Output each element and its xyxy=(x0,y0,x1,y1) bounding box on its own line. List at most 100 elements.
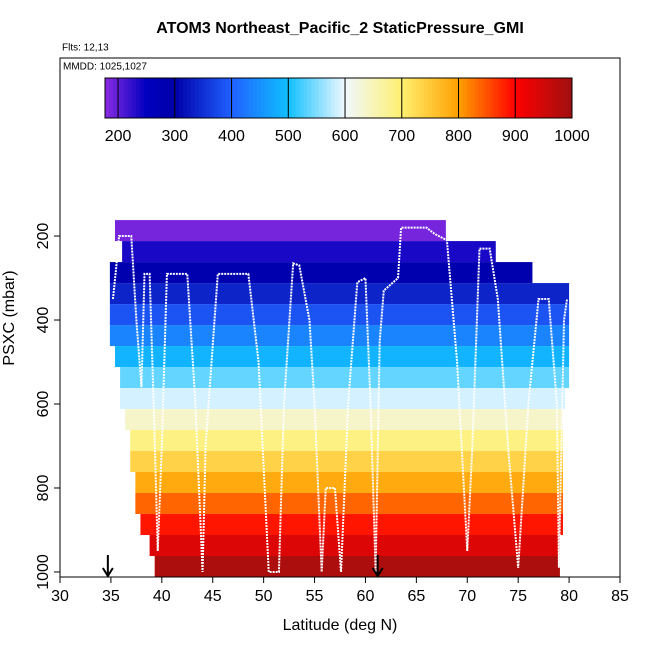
x-tick-label: 80 xyxy=(560,588,578,605)
colorbar-tick-label: 400 xyxy=(218,128,245,145)
x-tick-label: 85 xyxy=(611,588,629,605)
colorbar-swatch xyxy=(237,78,242,118)
colorbar-swatch xyxy=(147,78,153,118)
colorbar-swatch xyxy=(272,78,277,118)
colorbar-swatch xyxy=(455,78,460,118)
colorbar-swatch xyxy=(420,78,425,118)
colorbar-swatch xyxy=(295,78,301,118)
y-tick-label: 800 xyxy=(35,475,52,502)
y-tick-label: 400 xyxy=(35,307,52,334)
colorbar-swatch xyxy=(128,78,133,118)
arrow-head xyxy=(371,567,384,578)
curtain-cell xyxy=(109,262,533,284)
colorbar-swatch xyxy=(498,78,503,118)
colorbar-swatch xyxy=(396,78,402,118)
colorbar-swatch xyxy=(365,78,371,118)
curtain-cell xyxy=(135,493,563,515)
colorbar-swatch xyxy=(509,78,515,118)
colorbar-swatch xyxy=(299,78,304,118)
colorbar-swatch xyxy=(307,78,312,118)
colorbar-swatch xyxy=(221,78,227,118)
colorbar-swatch xyxy=(120,78,125,118)
colorbar-swatch xyxy=(428,78,433,118)
colorbar-swatch xyxy=(552,78,557,118)
plot-frame xyxy=(59,57,621,578)
colorbar-swatch xyxy=(350,78,355,118)
colorbar-tick-label: 1000 xyxy=(554,128,590,145)
y-tick-label: 600 xyxy=(35,391,52,418)
colorbar-swatch xyxy=(447,78,452,118)
curtain-cell xyxy=(109,304,570,326)
colorbar-swatch xyxy=(533,78,538,118)
x-tick-label: 70 xyxy=(458,588,476,605)
colorbar-swatch xyxy=(385,78,390,118)
colorbar-swatch xyxy=(490,78,495,118)
colorbar-swatch xyxy=(202,78,207,118)
colorbar-swatch xyxy=(357,78,363,118)
colorbar-swatch xyxy=(536,78,542,118)
colorbar-swatch xyxy=(443,78,448,118)
colorbar-swatch xyxy=(105,78,110,118)
colorbar-swatch xyxy=(194,78,199,118)
colorbar-swatch xyxy=(167,78,172,118)
colorbar-swatch xyxy=(330,78,336,118)
x-tick-label: 60 xyxy=(357,588,375,605)
colorbar-swatch xyxy=(564,78,569,118)
colorbar-swatch xyxy=(319,78,324,118)
colorbar-swatch xyxy=(108,78,114,118)
colorbar-swatch xyxy=(466,78,472,118)
curtain-cell xyxy=(130,430,563,452)
curtain-cell xyxy=(120,367,570,389)
colorbar-swatch xyxy=(198,78,203,118)
colorbar-tick-label: 500 xyxy=(275,128,302,145)
colorbar-swatch xyxy=(163,78,168,118)
colorbar-swatch xyxy=(556,78,561,118)
colorbar-tick-label: 900 xyxy=(502,128,529,145)
colorbar-swatch xyxy=(241,78,246,118)
flight-track xyxy=(111,226,569,573)
x-tick-label: 65 xyxy=(407,588,425,605)
colorbar-swatch xyxy=(513,78,519,118)
colorbar-swatch xyxy=(132,78,137,118)
colorbar-swatch xyxy=(540,78,546,118)
y-axis-label: PSXC (mbar) xyxy=(1,270,18,365)
colorbar-swatch xyxy=(182,78,188,118)
colorbar-swatch xyxy=(186,78,192,118)
colorbar-swatch xyxy=(517,78,522,118)
colorbar-swatch xyxy=(451,78,456,118)
colorbar-swatch xyxy=(389,78,394,118)
colorbar-swatch xyxy=(248,78,254,118)
colorbar-swatch xyxy=(439,78,445,118)
colorbar-swatch xyxy=(136,78,141,118)
colorbar-swatch xyxy=(252,78,258,118)
curtain-cell xyxy=(130,451,563,473)
colorbar-tick-label: 300 xyxy=(161,128,188,145)
colorbar-swatch xyxy=(268,78,273,118)
curtain-cell xyxy=(114,220,446,242)
colorbar-swatch xyxy=(233,78,238,118)
colorbar-swatch xyxy=(424,78,429,118)
x-tick-label: 30 xyxy=(51,588,69,605)
colorbar-swatch xyxy=(124,78,129,118)
x-tick-label: 35 xyxy=(102,588,120,605)
colorbar-swatch xyxy=(568,78,573,118)
colorbar-swatch xyxy=(548,78,554,118)
colorbar-swatch xyxy=(560,78,565,118)
colorbar-swatch xyxy=(544,78,550,118)
colorbar-swatch xyxy=(501,78,507,118)
colorbar-swatch xyxy=(311,78,316,118)
colorbar-swatch xyxy=(322,78,328,118)
colorbar-tick-label: 200 xyxy=(105,128,132,145)
arrow-head xyxy=(102,567,114,578)
flights-label: Flts: 12,13 xyxy=(62,43,109,54)
colorbar-swatch xyxy=(354,78,359,118)
colorbar-swatch xyxy=(190,78,196,118)
x-tick-label: 75 xyxy=(509,588,527,605)
chart-title: ATOM3 Northeast_Pacific_2 StaticPressure… xyxy=(156,20,524,37)
colorbar-swatch xyxy=(155,78,160,118)
colorbar-swatch xyxy=(459,78,464,118)
colorbar-swatch xyxy=(412,78,417,118)
colorbar-swatch xyxy=(315,78,320,118)
colorbar-swatch xyxy=(529,78,534,118)
